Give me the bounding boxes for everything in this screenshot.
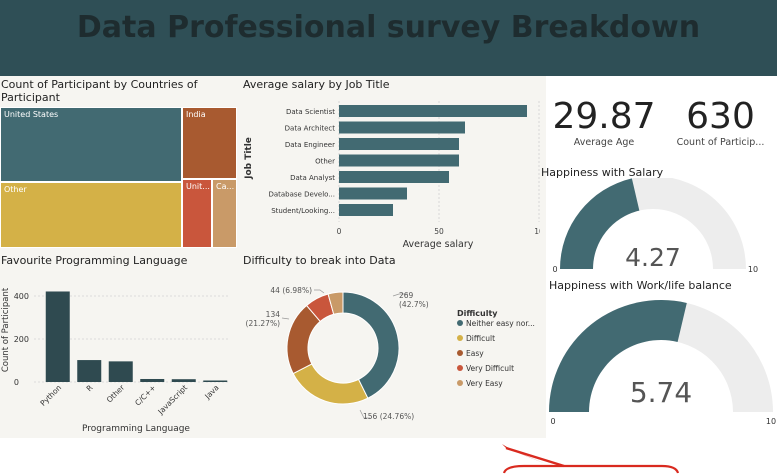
donut-slice-neither-easy-nor[interactable] <box>342 291 400 399</box>
legend-label-very-difficult[interactable]: Very Difficult <box>466 364 514 373</box>
gauge-salary-max: 10 <box>748 265 758 274</box>
legend-marker-very-difficult <box>457 365 463 371</box>
salary-bar-other[interactable] <box>339 154 459 167</box>
participant-count-value: 630 <box>686 96 755 137</box>
lang-bar-python[interactable] <box>45 291 70 382</box>
gauge-salary-min: 0 <box>552 265 557 274</box>
difficulty-donut-chart[interactable]: 269 (42.7%) 156 (24.76%) 134 (21.27%) 44… <box>240 270 546 436</box>
average-age-label: Average Age <box>573 137 635 148</box>
lang-y-tick-400: 400 <box>14 292 29 301</box>
lang-y-tick-200: 200 <box>14 335 29 344</box>
salary-x-tick: 10 <box>534 227 540 236</box>
lang-bar-javascript[interactable] <box>171 379 196 382</box>
treemap-cell-canada[interactable]: Ca... <box>212 179 237 248</box>
salary-bar-data-analyst[interactable] <box>339 171 449 183</box>
salary-category-label: Database Develo... <box>268 191 335 199</box>
salary-category-label: Data Analyst <box>290 174 335 182</box>
legend-marker-neither-easy-nor <box>457 320 463 326</box>
gauge-balance-min: 0 <box>550 417 555 426</box>
salary-x-axis-label: Average salary <box>403 239 474 250</box>
below-report-area <box>0 438 777 474</box>
salary-bar-data-architect[interactable] <box>339 121 465 134</box>
gauge-balance-fill <box>549 299 687 412</box>
lang-bar-other[interactable] <box>108 361 133 382</box>
lang-category-label: Other <box>105 382 127 404</box>
lang-category-label: C/C++ <box>133 383 157 407</box>
happiness-balance-gauge[interactable]: 5.74 0 10 <box>546 294 777 428</box>
salary-bar-database-develo[interactable] <box>339 187 407 200</box>
gauge-balance-value: 5.74 <box>630 376 692 409</box>
salary-y-axis-label: Job Title <box>244 137 254 180</box>
lang-category-label: Python <box>38 383 63 408</box>
lang-x-axis-label: Programming Language <box>82 424 190 434</box>
lang-category-label: JavaScript <box>155 383 189 417</box>
legend-label-easy[interactable]: Easy <box>466 349 484 358</box>
difficulty-chart-title: Difficulty to break into Data <box>243 254 396 267</box>
salary-x-tick: 50 <box>434 227 444 236</box>
treemap-cell-other[interactable]: Other <box>0 182 182 248</box>
red-annotation-arrow <box>502 444 680 474</box>
donut-label-neither-pct: (42.7%) <box>399 300 429 309</box>
country-treemap[interactable]: United States India Other Unit... Ca... <box>0 107 237 248</box>
lang-category-label: Java <box>202 383 220 401</box>
gauge-balance-max: 10 <box>766 417 776 426</box>
donut-slice-very-easy[interactable] <box>327 291 344 315</box>
language-bar-chart[interactable]: Python R Other C/C++JavaScript Java 0 200 40… <box>0 268 237 436</box>
donut-label-neither-count: 269 <box>399 291 414 300</box>
salary-bar-data-scientist[interactable] <box>339 105 527 117</box>
legend-marker-very-easy <box>457 380 463 386</box>
donut-label-difficult: 156 (24.76%) <box>363 412 414 421</box>
treemap-cell-united-states[interactable]: United States <box>0 107 182 182</box>
donut-label-easy-count: 134 <box>266 310 281 319</box>
lang-bar-c-c[interactable] <box>140 378 165 382</box>
treemap-cell-india[interactable]: India <box>182 107 237 179</box>
gauge-salary-fill <box>560 178 640 269</box>
lang-bar-r[interactable] <box>77 360 102 382</box>
salary-category-label: Data Engineer <box>285 141 335 149</box>
lang-y-axis-label: Count of Participant <box>1 287 11 372</box>
legend-label-neither-easy-nor[interactable]: Neither easy nor... <box>466 319 535 328</box>
legend-marker-easy <box>457 350 463 356</box>
lang-category-label: R <box>85 383 95 393</box>
happiness-salary-gauge[interactable]: 4.27 0 10 <box>546 178 777 276</box>
participant-count-label: Count of Particip... <box>676 137 765 148</box>
legend-label-difficult[interactable]: Difficult <box>466 334 495 343</box>
salary-category-label: Data Architect <box>285 125 336 133</box>
dashboard-title: Data Professional survey Breakdown <box>76 10 701 45</box>
gauge-salary-title: Happiness with Salary <box>541 166 664 179</box>
donut-label-easy-pct: (21.27%) <box>246 319 281 328</box>
salary-category-label: Other <box>315 158 335 166</box>
salary-bar-chart[interactable]: Data Scientist Data Architect Data Enginee… <box>240 96 540 252</box>
gauge-salary-value: 4.27 <box>625 243 681 272</box>
language-chart-title: Favourite Programming Language <box>1 254 188 267</box>
salary-bar-data-engineer[interactable] <box>339 138 459 150</box>
lang-bar-java[interactable] <box>203 380 228 383</box>
legend-marker-difficult <box>457 335 463 341</box>
treemap-cell-united-kingdom[interactable]: Unit... <box>182 179 212 248</box>
salary-x-tick: 0 <box>337 227 342 236</box>
donut-slice-difficult[interactable] <box>292 363 369 405</box>
donut-legend-title: Difficulty <box>457 309 498 318</box>
legend-label-very-easy[interactable]: Very Easy <box>466 379 503 388</box>
salary-category-label: Data Scientist <box>286 108 335 116</box>
salary-bar-student-looking[interactable] <box>339 204 393 216</box>
donut-label-very-difficult: 44 (6.98%) <box>270 286 312 295</box>
kpi-average-age: 29.87 Average Age <box>546 96 662 148</box>
treemap-title: Count of Participant by Countries of Par… <box>1 78 198 104</box>
header-banner <box>0 0 777 76</box>
salary-category-label: Student/Looking... <box>271 207 335 215</box>
lang-y-tick-0: 0 <box>14 378 19 387</box>
gauge-balance-title: Happiness with Work/life balance <box>549 279 732 292</box>
kpi-participant-count: 630 Count of Particip... <box>664 96 777 148</box>
average-age-value: 29.87 <box>552 96 656 137</box>
salary-chart-title: Average salary by Job Title <box>243 78 390 91</box>
